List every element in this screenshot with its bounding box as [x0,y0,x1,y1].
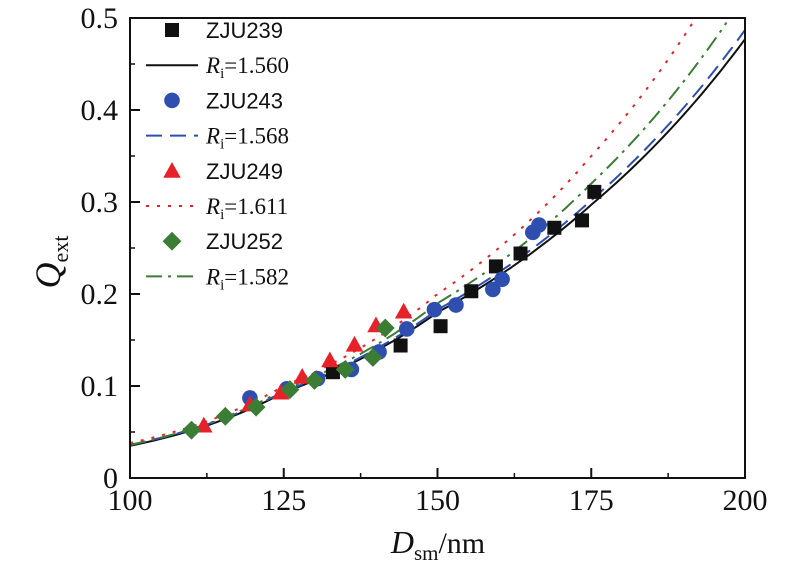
data-point-zju252-6 [335,359,355,379]
x-tick-label: 175 [569,484,614,517]
data-point-zju243-12 [531,217,547,233]
legend-label-zju249: ZJU249 [206,159,283,184]
data-point-zju249-5 [321,351,339,368]
data-point-zju243-9 [485,281,501,298]
legend-label-ri-4: Ri=1.582 [205,264,289,293]
x-axis-title-sub: sm [414,541,439,565]
data-point-zju239-4 [464,284,479,299]
x-tick-label: 200 [723,484,768,517]
x-axis-title-main: D [390,524,414,560]
x-axis-title: Dsm/nm [390,524,485,565]
x-tick-label: 100 [108,484,153,517]
data-point-zju239-6 [513,246,528,261]
y-axis-title-main: Q [28,262,68,288]
data-point-zju243-10 [494,271,510,288]
axis-titles: Qext Dsm/nm [28,236,485,565]
data-point-zju239-1 [325,365,340,380]
y-tick-label: 0 [103,462,118,495]
legend-label-ri-3: Ri=1.611 [205,194,288,223]
data-point-zju239-8 [575,213,590,228]
data-point-zju239-9 [587,184,602,199]
data-point-zju252-5 [305,371,324,390]
data-point-zju252-7 [363,348,383,367]
data-point-zju239-2 [393,338,408,353]
x-axis-title-unit: /nm [438,527,485,560]
data-point-zju243-8 [448,297,464,313]
plot-area [129,17,746,447]
data-point-zju252-4 [280,380,300,400]
legend-label-ri-1: Ri=1.560 [205,53,289,82]
legend-marker-zju249 [163,162,181,178]
y-tick-label: 0.1 [81,370,119,403]
data-point-zju252-8 [375,318,395,338]
axes: 100 125 150 175 200 0 0.1 0.2 0.3 0.4 0.5 [81,2,768,517]
y-tick-label: 0.2 [81,278,119,311]
legend-label-zju252: ZJU252 [206,229,283,254]
data-point-zju252-1 [182,420,201,440]
legend-label-zju243: ZJU243 [206,88,283,113]
data-point-zju249-1 [195,416,213,433]
data-point-zju239-7 [547,220,562,235]
data-point-zju249-6 [345,335,364,352]
data-point-zju249-8 [394,302,413,319]
y-axis-title-sub: ext [48,236,73,263]
data-point-zju243-6 [398,321,415,337]
legend-marker-zju243 [164,92,180,109]
y-tick-label: 0.4 [81,94,119,127]
data-point-zju252-2 [215,406,235,426]
y-axis-title: Qext [28,236,73,289]
legend-marker-zju239 [165,23,179,37]
legend-marker-zju252 [162,231,182,251]
data-point-zju239-5 [488,259,503,274]
data-point-zju252-3 [246,397,266,417]
x-tick-label: 125 [261,484,306,517]
legend-label-ri-2: Ri=1.568 [205,124,289,153]
y-tick-label: 0.3 [81,186,119,219]
data-point-zju249-3 [271,383,290,400]
legend: ZJU239 Ri=1.560 ZJU243 Ri=1.568 ZJU249 Ri=1.6… [146,18,289,293]
data-point-zju239-3 [433,319,448,334]
x-tick-label: 150 [415,484,460,517]
y-tick-label: 0.5 [81,2,119,35]
data-point-zju243-7 [426,301,443,318]
legend-label-zju239: ZJU239 [206,18,283,43]
